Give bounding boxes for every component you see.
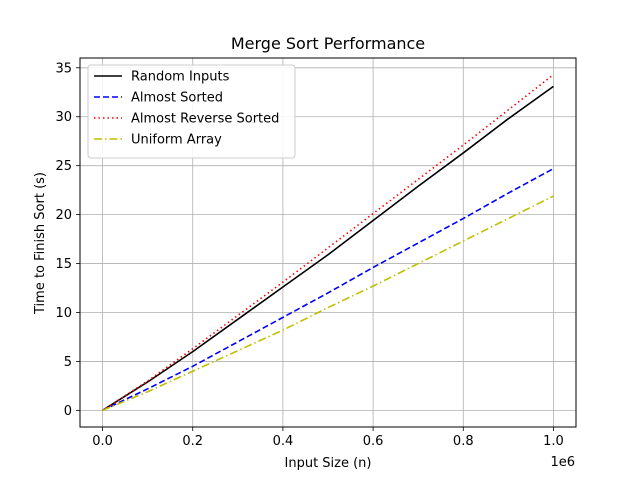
series-line-0 xyxy=(102,85,554,412)
y-tick-label: 35 xyxy=(55,61,72,76)
legend-label-1: Almost Sorted xyxy=(131,91,223,106)
x-axis-ticks: 0.0 0.2 0.4 0.6 0.8 1.0 xyxy=(92,427,564,449)
legend-label-0: Random Inputs xyxy=(131,70,230,85)
series-line-3 xyxy=(102,195,554,412)
y-axis-ticks: 0 5 10 15 20 25 30 35 xyxy=(55,61,80,419)
x-axis-label: Input Size (n) xyxy=(285,456,372,471)
x-tick-label: 0.2 xyxy=(182,434,203,449)
x-axis-offset-label: 1e6 xyxy=(550,455,575,470)
y-tick-label: 10 xyxy=(55,306,72,321)
x-tick-label: 0.0 xyxy=(92,434,113,449)
legend-label-3: Uniform Array xyxy=(131,133,222,148)
legend-box xyxy=(87,64,296,159)
chart-title: Merge Sort Performance xyxy=(231,34,425,53)
y-tick-label: 30 xyxy=(55,110,72,125)
x-tick-label: 0.6 xyxy=(363,434,384,449)
y-tick-label: 0 xyxy=(64,404,72,419)
series-line-2 xyxy=(102,74,554,412)
x-tick-label: 1.0 xyxy=(543,434,564,449)
y-tick-label: 15 xyxy=(55,257,72,272)
y-tick-label: 20 xyxy=(55,208,72,223)
axes-frame xyxy=(79,57,577,428)
y-tick-label: 25 xyxy=(55,159,72,174)
x-tick-label: 0.8 xyxy=(453,434,474,449)
y-axis-label: Time to Finish Sort (s) xyxy=(33,172,48,315)
legend-label-2: Almost Reverse Sorted xyxy=(131,112,279,127)
series-lines xyxy=(102,74,554,412)
series-line-1 xyxy=(102,167,554,412)
legend: Random Inputs Almost Sorted Almost Reverse… xyxy=(87,64,296,159)
x-tick-label: 0.4 xyxy=(273,434,294,449)
y-tick-label: 5 xyxy=(64,355,72,370)
